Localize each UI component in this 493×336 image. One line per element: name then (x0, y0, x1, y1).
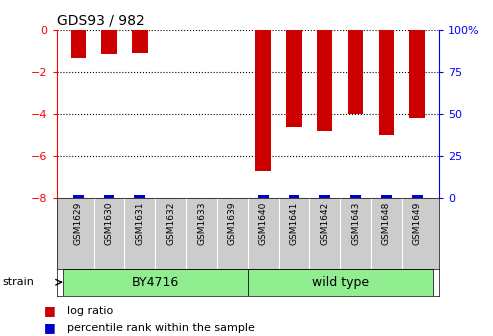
Bar (379, 30, 394, 135)
Text: strain: strain (2, 277, 35, 287)
Bar (350, 195, 361, 198)
Text: GSM1641: GSM1641 (289, 202, 298, 245)
Text: GSM1642: GSM1642 (320, 202, 329, 245)
Bar (288, 195, 299, 198)
Bar (255, 30, 271, 171)
Text: GSM1630: GSM1630 (105, 202, 113, 245)
Text: GSM1648: GSM1648 (382, 202, 391, 245)
Bar (63, 269, 248, 296)
Bar (381, 195, 392, 198)
Bar (135, 195, 145, 198)
Text: GSM1629: GSM1629 (74, 202, 83, 245)
Text: wild type: wild type (312, 276, 369, 289)
Bar (348, 30, 363, 114)
Bar (286, 30, 302, 127)
Text: ■: ■ (44, 321, 56, 334)
Text: percentile rank within the sample: percentile rank within the sample (67, 323, 254, 333)
Bar (412, 195, 423, 198)
Text: ■: ■ (44, 304, 56, 317)
Text: GDS93 / 982: GDS93 / 982 (57, 14, 144, 28)
Bar (319, 195, 330, 198)
Text: GSM1649: GSM1649 (413, 202, 422, 245)
Text: GSM1643: GSM1643 (351, 202, 360, 245)
Text: GSM1639: GSM1639 (228, 202, 237, 245)
Text: GSM1633: GSM1633 (197, 202, 206, 245)
Bar (248, 269, 433, 296)
Bar (104, 195, 114, 198)
Text: GSM1640: GSM1640 (259, 202, 268, 245)
Bar (70, 30, 86, 57)
Text: BY4716: BY4716 (132, 276, 179, 289)
Text: log ratio: log ratio (67, 306, 113, 316)
Text: GSM1631: GSM1631 (136, 202, 144, 245)
Text: GSM1632: GSM1632 (166, 202, 175, 245)
Bar (102, 30, 117, 54)
Bar (132, 30, 147, 53)
Bar (73, 195, 84, 198)
Bar (258, 195, 269, 198)
Bar (410, 30, 425, 119)
Bar (317, 30, 332, 131)
